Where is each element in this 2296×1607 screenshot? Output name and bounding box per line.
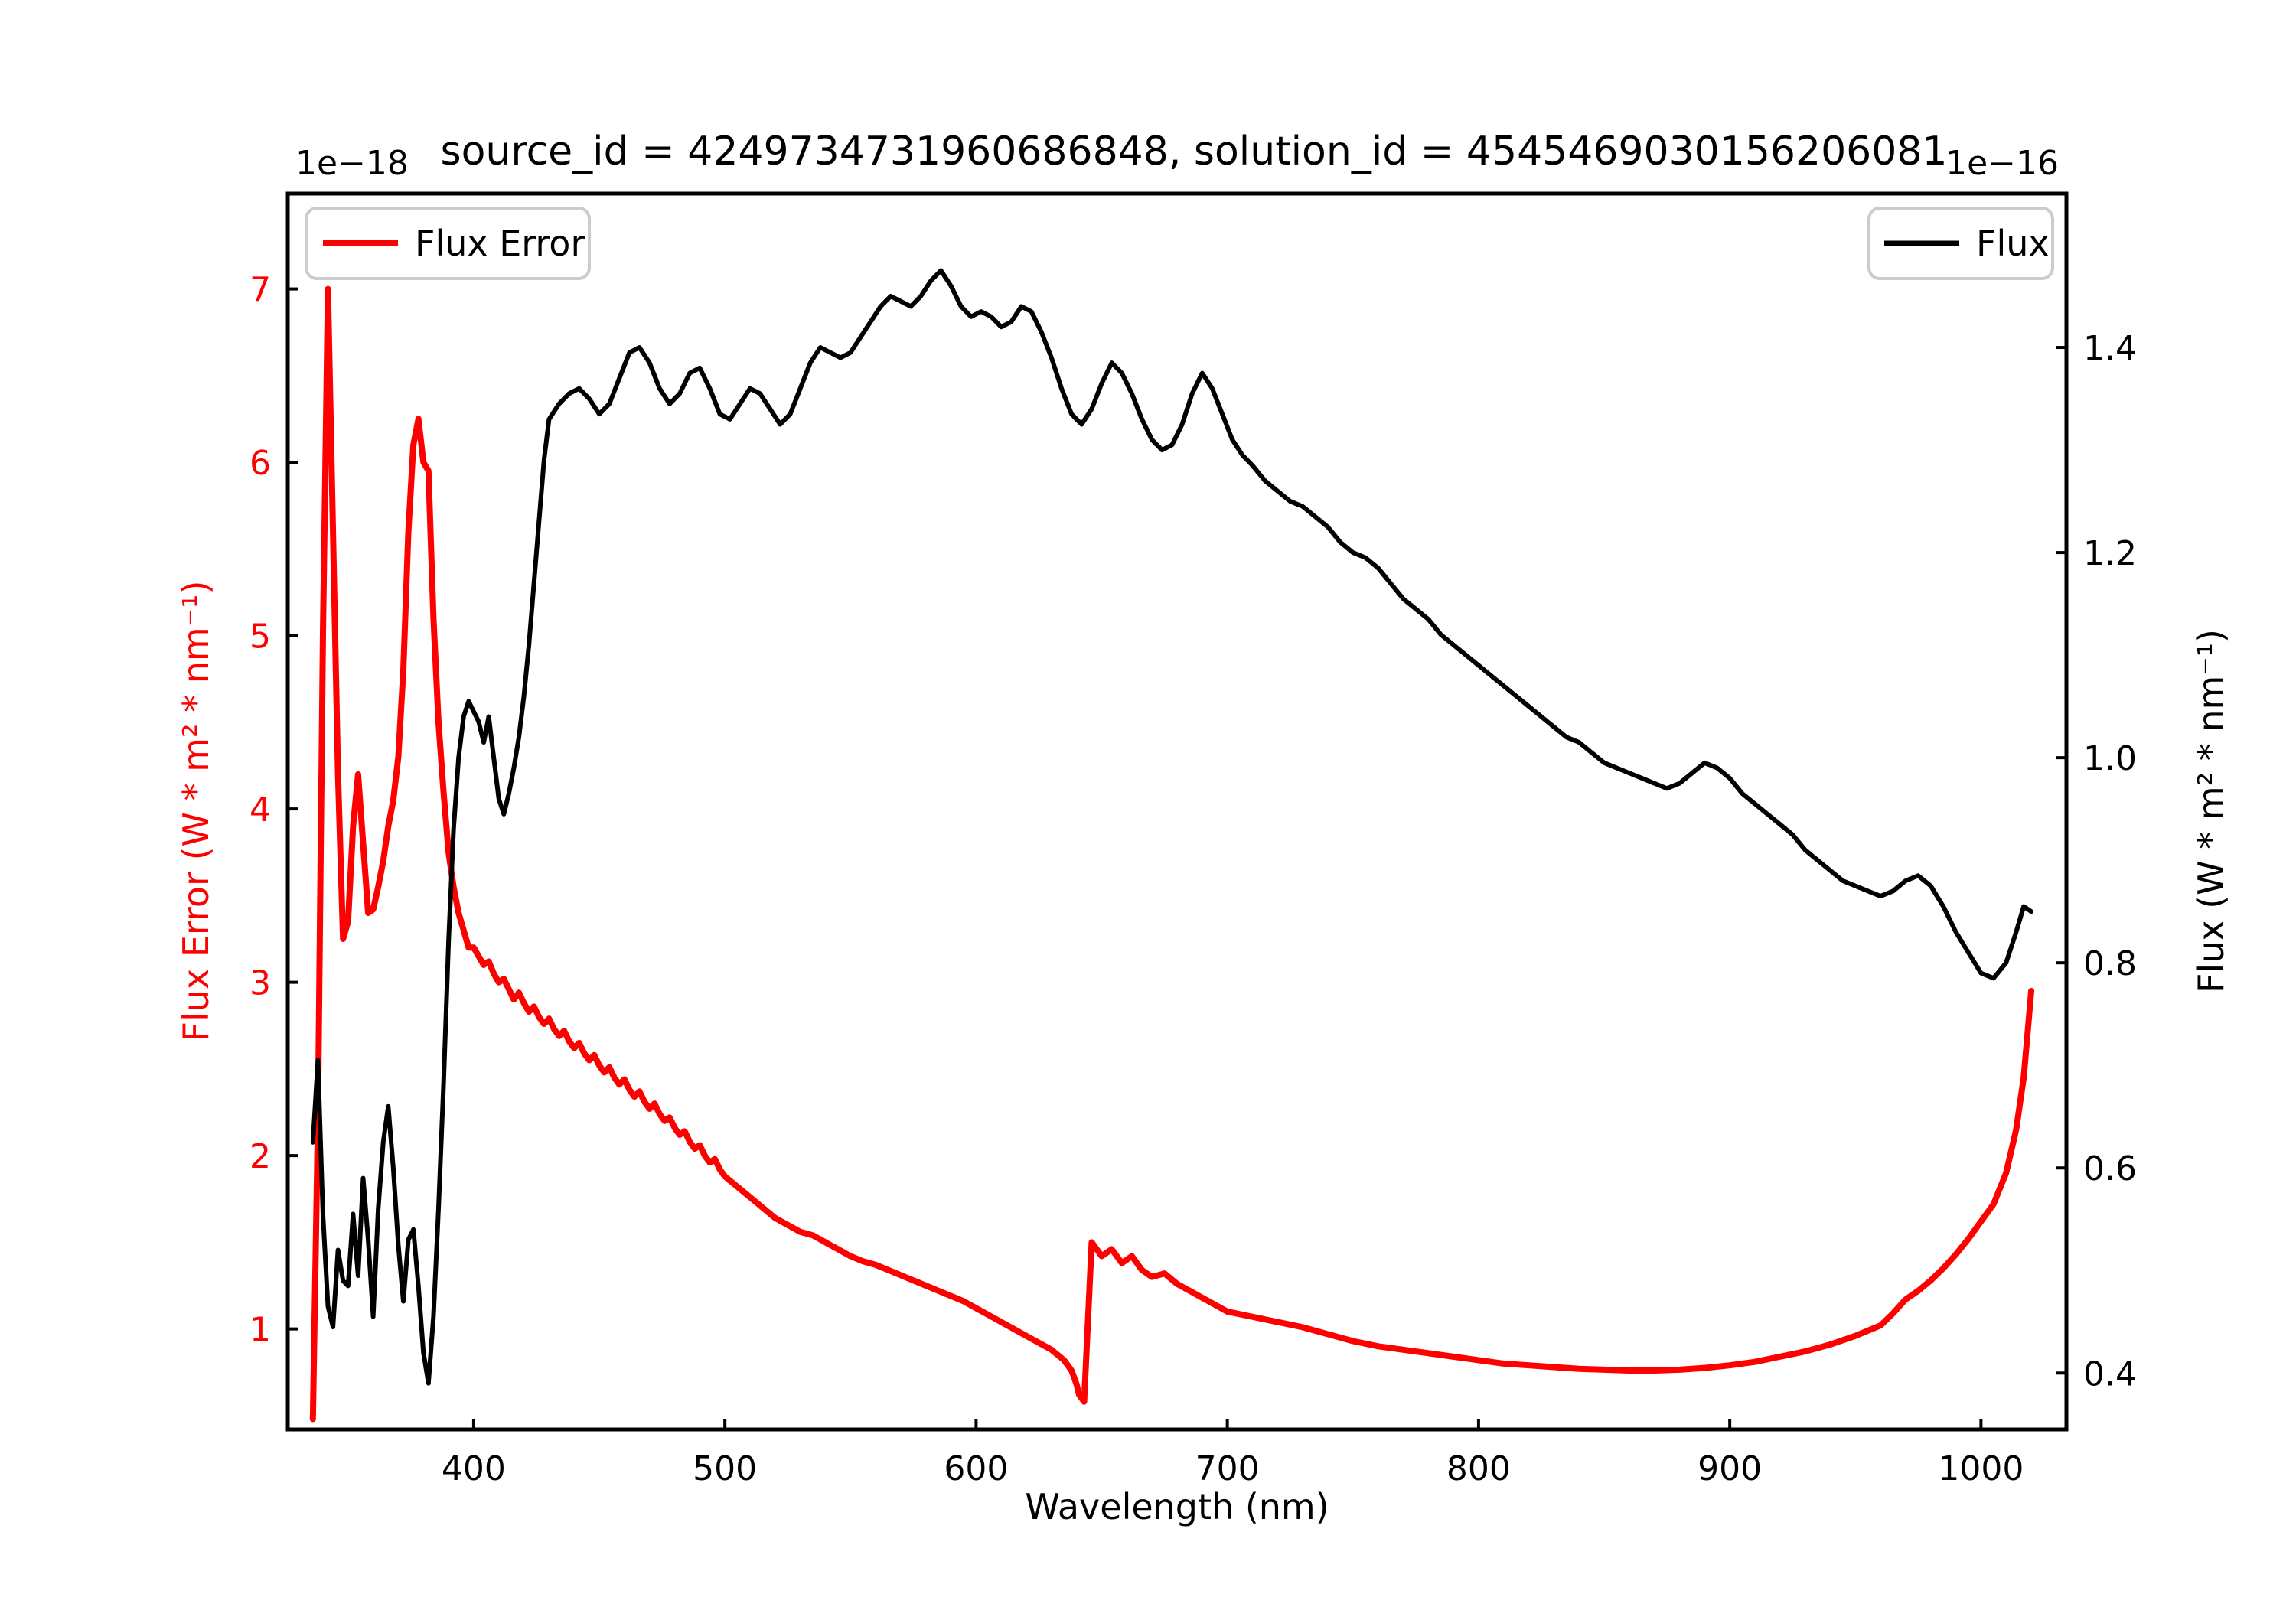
y-left-tick-label: 2 — [249, 1137, 271, 1176]
axes-frame — [285, 191, 2069, 1432]
x-tick-label: 1000 — [1938, 1449, 2024, 1488]
legend-flux-error-box — [305, 207, 591, 280]
y-left-tick-labels: 1 2 3 4 5 6 7 — [249, 271, 271, 1350]
x-tick-label: 700 — [1195, 1449, 1260, 1488]
y-left-tick-label: 7 — [249, 271, 271, 310]
legend-flux-box — [1867, 207, 2054, 280]
y-right-tick-marks — [2056, 346, 2066, 1375]
x-tick-marks — [471, 1419, 1983, 1429]
y-right-tick-label: 1.4 — [2083, 329, 2137, 368]
y-left-tick-label: 3 — [249, 964, 271, 1003]
y-axis-label-left: Flux Error (W * m² * nm⁻¹) — [175, 581, 217, 1042]
legend-flux[interactable]: Flux — [1867, 207, 2054, 280]
y-right-tick-labels: 0.4 0.6 0.8 1.0 1.2 1.4 — [2083, 329, 2137, 1393]
right-axis-offset-text: 1e−16 — [1945, 144, 2059, 183]
x-tick-label: 400 — [442, 1449, 506, 1488]
y-axis-label-right: Flux (W * m² * nm⁻¹) — [2190, 629, 2232, 993]
legend-flux-error[interactable]: Flux Error — [305, 207, 591, 280]
y-left-tick-label: 5 — [249, 618, 271, 657]
y-right-tick-label: 0.6 — [2083, 1149, 2137, 1188]
legend-label-flux-error: Flux Error — [415, 223, 585, 264]
y-right-tick-label: 1.2 — [2083, 534, 2137, 573]
x-tick-label: 500 — [693, 1449, 757, 1488]
plot-title: source_id = 4249734731960686848, solutio… — [440, 129, 1947, 174]
y-left-tick-label: 4 — [249, 790, 271, 830]
y-right-tick-label: 1.0 — [2083, 739, 2137, 778]
y-left-tick-label: 6 — [249, 444, 271, 483]
legend-label-flux: Flux — [1976, 223, 2050, 264]
x-tick-label: 600 — [944, 1449, 1008, 1488]
x-axis-label: Wavelength (nm) — [1025, 1486, 1329, 1527]
series-line-flux — [310, 268, 2034, 1386]
x-tick-label: 800 — [1446, 1449, 1511, 1488]
series-line-flux-error — [309, 285, 2035, 1423]
y-right-tick-label: 0.4 — [2083, 1354, 2137, 1393]
y-left-tick-marks — [288, 287, 298, 1331]
y-left-tick-label: 1 — [249, 1311, 271, 1350]
x-tick-labels: 400 500 600 700 800 900 1000 — [442, 1449, 2024, 1488]
left-axis-offset-text: 1e−18 — [295, 144, 409, 183]
y-right-tick-label: 0.8 — [2083, 944, 2137, 983]
x-tick-label: 900 — [1698, 1449, 1762, 1488]
